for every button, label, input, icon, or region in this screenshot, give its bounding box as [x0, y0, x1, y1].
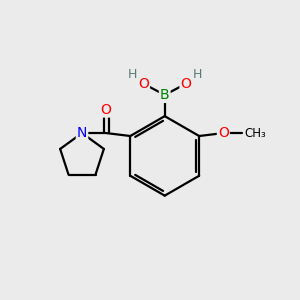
- Text: O: O: [181, 77, 191, 91]
- Text: N: N: [77, 126, 87, 140]
- Text: CH₃: CH₃: [244, 127, 266, 140]
- Text: H: H: [192, 68, 202, 81]
- Text: O: O: [218, 126, 229, 140]
- Text: O: O: [101, 103, 112, 116]
- Text: H: H: [128, 68, 137, 81]
- Text: B: B: [160, 88, 169, 102]
- Text: O: O: [138, 77, 149, 91]
